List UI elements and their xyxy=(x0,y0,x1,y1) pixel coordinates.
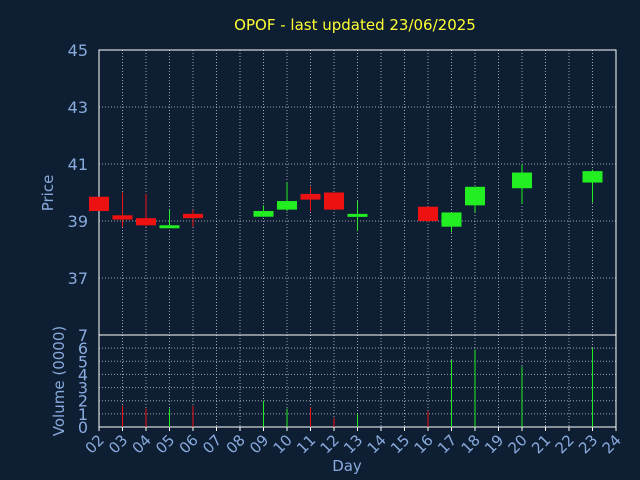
x-tick-label: 05 xyxy=(152,431,178,457)
volume-tick-label: 0 xyxy=(78,418,88,437)
x-axis: 0203040506070809101112131415161718192021… xyxy=(82,427,625,457)
price-tick-label: 45 xyxy=(68,41,88,60)
x-tick-label: 22 xyxy=(552,431,578,457)
candle-body xyxy=(277,201,297,210)
candle-body xyxy=(512,172,532,189)
candle-body xyxy=(465,186,485,206)
x-tick-label: 07 xyxy=(199,431,225,457)
chart-title: OPOF - last updated 23/06/2025 xyxy=(234,16,476,34)
candle-body xyxy=(183,213,203,219)
candle-body xyxy=(89,196,109,212)
candle-body xyxy=(159,225,180,229)
x-tick-label: 06 xyxy=(176,431,202,457)
volume-tick-label: 6 xyxy=(78,339,88,358)
x-tick-label: 24 xyxy=(599,431,625,457)
volume-tick-label: 3 xyxy=(78,379,88,398)
candle-body xyxy=(441,212,462,227)
volume-axis-label: Volume (0000) xyxy=(50,326,68,436)
volume-tick-label: 1 xyxy=(78,405,88,424)
x-axis-label: Day xyxy=(332,457,362,475)
volume-tick-label: 2 xyxy=(78,392,88,411)
price-panel: 37 39 41 43 45 xyxy=(68,41,617,336)
x-tick-label: 14 xyxy=(364,431,390,457)
price-tick-label: 39 xyxy=(68,212,88,231)
candle-body xyxy=(300,193,321,200)
price-tick-label: 37 xyxy=(68,269,88,288)
candle-body xyxy=(418,206,438,221)
x-tick-label: 15 xyxy=(387,431,413,457)
x-tick-label: 03 xyxy=(105,431,131,457)
x-tick-label: 20 xyxy=(505,431,531,457)
candle-body xyxy=(324,192,344,210)
x-tick-label: 10 xyxy=(270,431,296,457)
price-tick-label: 43 xyxy=(68,98,88,117)
x-tick-label: 17 xyxy=(434,431,460,457)
x-tick-label: 18 xyxy=(458,431,484,457)
volume-tick-label: 5 xyxy=(78,352,88,371)
x-tick-label: 09 xyxy=(246,431,272,457)
x-tick-label: 19 xyxy=(481,431,507,457)
x-tick-label: 13 xyxy=(340,431,366,457)
x-tick-label: 21 xyxy=(528,431,554,457)
candle-body xyxy=(253,211,274,217)
volume-tick-label: 7 xyxy=(78,326,88,345)
candle-body xyxy=(347,213,368,217)
x-tick-label: 23 xyxy=(575,431,601,457)
volume-tick-label: 4 xyxy=(78,365,88,384)
x-tick-label: 08 xyxy=(223,431,249,457)
x-tick-label: 04 xyxy=(129,431,155,457)
price-axis-label: Price xyxy=(39,175,57,212)
price-tick-label: 41 xyxy=(68,155,88,174)
candle-body xyxy=(582,171,603,183)
x-tick-label: 16 xyxy=(411,431,437,457)
candle-body xyxy=(112,215,133,220)
x-tick-label: 12 xyxy=(317,431,343,457)
candle-body xyxy=(136,218,156,226)
x-tick-label: 11 xyxy=(293,431,319,457)
